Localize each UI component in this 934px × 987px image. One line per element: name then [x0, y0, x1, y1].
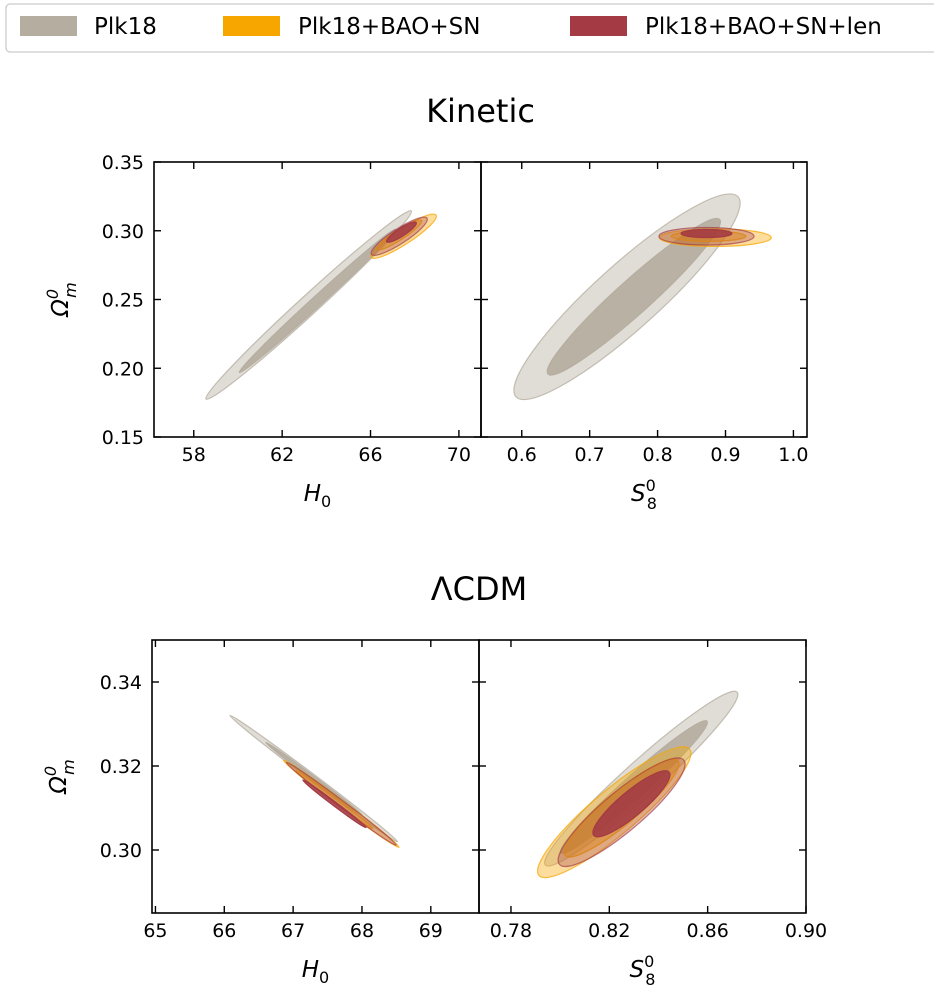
y-tick-label: 0.20	[102, 358, 144, 380]
y-axis-label: Ω0m	[41, 759, 78, 794]
x-tick-label: 0.8	[642, 444, 672, 466]
contour-plk18-68	[546, 217, 721, 376]
x-tick-label: 65	[143, 920, 167, 942]
y-tick-label: 0.15	[102, 427, 144, 449]
contour-plk18-bao-sn-len-68	[680, 228, 733, 239]
legend-swatch-plk18-bao-sn-len	[570, 16, 627, 36]
contours	[513, 193, 772, 401]
subplot-2: 0.78 0.82 0.86 0.90 S0 8	[478, 639, 827, 987]
x-tick-label: 69	[419, 920, 443, 942]
x-tick-label: 0.78	[490, 920, 532, 942]
y-tick-label: 0.34	[100, 672, 142, 694]
x-tick-label: 67	[281, 920, 305, 942]
x-tick-label: 58	[182, 444, 206, 466]
legend-swatch-plk18	[20, 16, 77, 36]
y-tick-label: 0.30	[102, 221, 144, 243]
subplot-2: 0.6 0.7 0.8 0.9 1.0 S0 8	[480, 161, 809, 513]
x-tick-label: 0.7	[575, 444, 605, 466]
x-tick-label: 0.90	[785, 920, 827, 942]
x-axis-label: H0	[302, 957, 329, 987]
contours	[229, 714, 400, 848]
legend-swatch-plk18-bao-sn	[223, 16, 280, 36]
y-tick-label: 0.32	[100, 756, 142, 778]
x-tick-label: 66	[358, 444, 382, 466]
x-tick-label: 1.0	[778, 444, 808, 466]
subplot-1: 65 66 67 68 69 H0 0.30 0.32 0.34	[100, 639, 480, 987]
y-tick-label: 0.30	[100, 840, 142, 862]
legend: Plk18 Plk18+BAO+SN Plk18+BAO+SN+len	[5, 3, 934, 53]
x-axis-label: H0	[304, 481, 331, 511]
contour-plk18-bao-sn-len-68	[302, 779, 367, 829]
x-tick-label: 0.86	[686, 920, 728, 942]
x-tick-label: 70	[447, 444, 471, 466]
x-tick-label: 0.6	[507, 444, 537, 466]
x-tick-label: 68	[350, 920, 374, 942]
chart-cdm: ΛCDM 65 66 67 68 69 H0 0.30 0.32 0.34 0.78 0.82 0.86…	[41, 570, 827, 987]
chart-kinetic: Kinetic 58 62 66 70 H0 0.15 0.20 0.25 0.30 0.35 0.6…	[43, 92, 809, 513]
y-tick-label: 0.25	[102, 290, 144, 312]
x-tick-label: 62	[270, 444, 294, 466]
contours	[536, 690, 739, 879]
charts: Kinetic 58 62 66 70 H0 0.15 0.20 0.25 0.30 0.35 0.6…	[41, 92, 827, 987]
x-axis-label: S0 8	[630, 952, 656, 987]
contour-plk18-bao-sn-len-68	[592, 770, 671, 838]
y-tick-label: 0.35	[102, 152, 144, 174]
y-axis-label: Ω0m	[43, 282, 80, 317]
x-tick-label: 66	[212, 920, 236, 942]
x-tick-label: 0.9	[710, 444, 740, 466]
x-tick-label: 0.82	[588, 920, 630, 942]
legend-label-plk18-bao-sn-len: Plk18+BAO+SN+len	[645, 14, 882, 40]
contour-plk18-bao-sn-len-68	[385, 221, 418, 243]
contours	[205, 210, 437, 400]
contour-plk18-bao-sn-len-95	[285, 761, 397, 846]
axes-frame	[478, 639, 807, 914]
chart-title: Kinetic	[426, 92, 535, 130]
legend-label-plk18: Plk18	[94, 14, 157, 40]
legend-label-plk18-bao-sn: Plk18+BAO+SN	[298, 14, 480, 40]
x-axis-label: S0 8	[631, 476, 657, 513]
subplot-1: 58 62 66 70 H0 0.15 0.20 0.25 0.30 0.35	[102, 152, 482, 511]
chart-title: ΛCDM	[431, 570, 527, 608]
